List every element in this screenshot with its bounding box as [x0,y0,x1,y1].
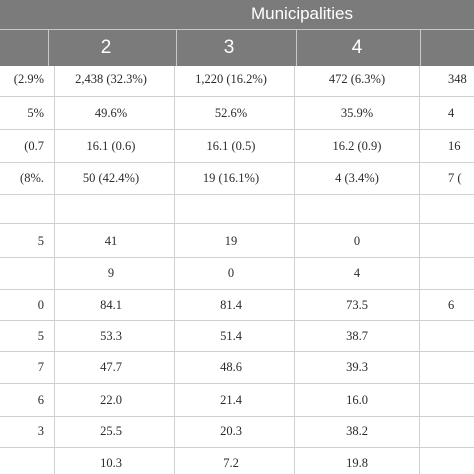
table-cell: 5% [27,106,44,120]
column-divider [174,66,175,223]
table-cell: 19.8 [346,456,368,470]
header-column-divider [48,30,49,66]
header-column-divider [420,30,421,66]
table-cell: 10.3 [100,456,122,470]
header-column-divider [296,30,297,66]
table-cell: 0 [37,298,44,312]
table-cell: 3 [37,424,44,438]
table-cell: 84.1 [100,298,122,312]
row-divider [0,194,474,195]
table-cell: 0 [227,266,235,280]
table-cell: 51.4 [220,329,242,343]
table-cell: 52.6% [214,106,248,120]
row-divider [0,129,474,130]
table-cell: 2.9%) [13,72,44,86]
row-divider [0,416,474,417]
row-divider [0,289,474,290]
table-cell: 21.4 [220,393,242,407]
table-cell: 35.9% [340,106,374,120]
table-cell: 4 [353,266,361,280]
row-divider [0,351,474,352]
table-cell: 4 [448,106,455,120]
table-cell: 73.5 [346,298,368,312]
table-cell: 6 [37,393,44,407]
table-cell: 6 [448,298,455,312]
table-cell: 16 [448,139,461,153]
table-cell: 5 [37,234,44,248]
column-divider [174,223,175,474]
column-divider [294,223,295,474]
header-divider [0,29,474,30]
column-divider [419,223,420,474]
table-cell: 1,220 (16.2%) [195,72,267,86]
table-cell: 2,438 (32.3%) [75,72,147,86]
row-divider [0,223,474,224]
column-header-3: 3 [223,37,235,58]
column-divider [419,66,420,223]
table-cell: 4 (3.4%) [335,171,379,185]
row-divider [0,320,474,321]
table-cell: 16.1 (0.5) [206,139,256,153]
table-cell: 81.4 [220,298,242,312]
municipalities-header: Municipalities [250,4,354,23]
table-cell: 5 [37,329,44,343]
table-cell: 9 [107,266,115,280]
column-divider [294,66,295,223]
row-divider [0,162,474,163]
column-header-2: 2 [100,37,112,58]
row-divider [0,96,474,97]
column-divider [54,66,55,223]
table-cell: 16.0 [346,393,368,407]
row-divider [0,383,474,384]
table-cell: 47.7 [100,360,122,374]
column-divider [54,223,55,474]
table-cell: 7 [37,360,44,374]
table-cell: 472 (6.3%) [328,72,386,86]
table-cell: 50 (42.4%) [82,171,140,185]
table-cell: 7.2 [223,456,239,470]
row-divider [0,447,474,448]
table-header [0,0,474,66]
table-cell: 20.3 [220,424,242,438]
table-cell: 0.7) [24,139,44,153]
table-cell: 16.2 (0.9) [332,139,382,153]
table-cell: 38.7 [346,329,368,343]
table-cell: 25.5 [100,424,122,438]
column-header-4: 4 [351,37,363,58]
table-cell: 19 (16.1%) [202,171,260,185]
table-cell: 48.6 [220,360,242,374]
row-divider [0,257,474,258]
table-cell: 53.3 [100,329,122,343]
table-cell: 39.3 [346,360,368,374]
table-cell: 49.6% [94,106,128,120]
header-column-divider [176,30,177,66]
table-cell: 348 [448,72,467,86]
table-cell: 0 [353,234,361,248]
table-cell: 7 ( [448,171,462,185]
table-cell: 38.2 [346,424,368,438]
table-cell: 22.0 [100,393,122,407]
table-cell: 16.1 (0.6) [86,139,136,153]
table-cell: 41 [104,234,118,248]
table-cell: .8%) [20,171,44,185]
table-cell: 19 [224,234,238,248]
